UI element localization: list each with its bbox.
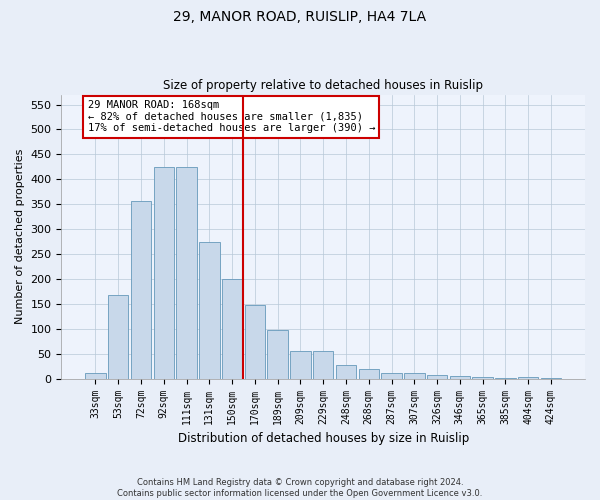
Bar (176, 167, 197, 378)
Bar (449, 376, 470, 378)
Bar (472, 377, 493, 378)
Bar (518, 376, 538, 378)
Text: Contains HM Land Registry data © Crown copyright and database right 2024.
Contai: Contains HM Land Registry data © Crown c… (118, 478, 482, 498)
Text: 29, MANOR ROAD, RUISLIP, HA4 7LA: 29, MANOR ROAD, RUISLIP, HA4 7LA (173, 10, 427, 24)
Text: 29 MANOR ROAD: 168sqm
← 82% of detached houses are smaller (1,835)
17% of semi-d: 29 MANOR ROAD: 168sqm ← 82% of detached … (88, 100, 375, 134)
Bar (313, 352, 334, 378)
Bar (108, 295, 128, 378)
Bar (245, 305, 265, 378)
Title: Size of property relative to detached houses in Ruislip: Size of property relative to detached ho… (163, 79, 483, 92)
Bar (199, 242, 220, 378)
Y-axis label: Number of detached properties: Number of detached properties (15, 149, 25, 324)
Bar (404, 372, 425, 378)
X-axis label: Distribution of detached houses by size in Ruislip: Distribution of detached houses by size … (178, 432, 469, 445)
Bar (154, 167, 174, 378)
Bar (336, 365, 356, 378)
Bar (427, 375, 448, 378)
Bar (359, 368, 379, 378)
Bar (290, 352, 311, 378)
Bar (131, 200, 151, 378)
Bar (381, 373, 402, 378)
Bar (85, 372, 106, 378)
Bar (222, 279, 242, 378)
Bar (268, 330, 288, 378)
